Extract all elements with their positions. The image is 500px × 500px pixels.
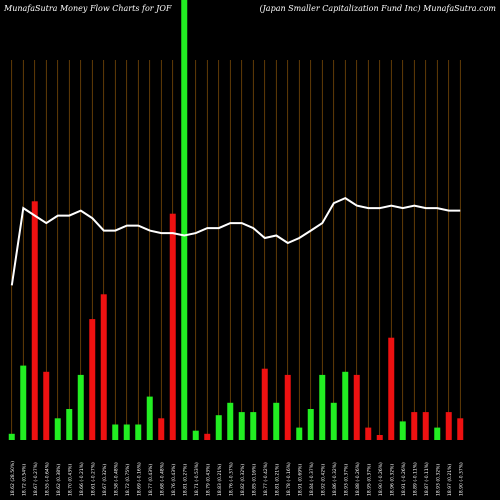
x-tick-label: 18.66 (-0.21%) (79, 462, 85, 496)
x-tick-label: 18.96 (0.32%) (389, 464, 395, 496)
money-flow-bar (388, 337, 395, 440)
x-tick-labels: 18.62 (28.50%) 18.72 (0.54%) 18.67 (-0.27%… (10, 461, 465, 496)
money-flow-bar (112, 424, 119, 440)
x-tick-label: 18.97 (0.21%) (447, 464, 453, 496)
x-tick-label: 18.84 (-0.37%) (309, 462, 315, 496)
money-flow-bar (330, 402, 337, 440)
grid-lines (11, 60, 461, 440)
money-flow-bar (422, 412, 429, 440)
money-flow-bar (376, 435, 383, 440)
money-flow-bar (158, 418, 165, 440)
x-tick-label: 18.87 (-0.11%) (424, 462, 430, 496)
money-flow-bar (192, 430, 199, 440)
x-tick-label: 18.55 (-0.64%) (44, 462, 50, 496)
x-tick-label: 18.78 (-0.16%) (286, 462, 292, 496)
x-tick-label: 18.81 (0.21%) (274, 464, 280, 496)
money-flow-bar (434, 427, 441, 440)
x-tick-label: 18.76 (0.43%) (171, 464, 177, 496)
money-flow-bar (273, 402, 280, 440)
x-tick-label: 18.77 (-0.42%) (263, 462, 269, 496)
x-tick-label: 18.58 (-0.48%) (113, 462, 119, 496)
x-tick-label: 18.70 (0.43%) (67, 464, 73, 496)
money-flow-bar (445, 412, 452, 440)
x-tick-label: 18.82 (0.32%) (240, 464, 246, 496)
money-flow-bar (8, 433, 15, 440)
price-line-layer (10, 196, 461, 286)
money-flow-bar (296, 427, 303, 440)
x-tick-label: 18.71 (-0.53%) (194, 462, 200, 496)
money-flow-bar (411, 412, 418, 440)
money-flow-bar (169, 213, 176, 440)
money-flow-bar (238, 412, 245, 440)
x-tick-label: 18.86 (-0.32%) (332, 462, 338, 496)
x-tick-label: 18.93 (0.37%) (343, 464, 349, 496)
money-flow-bar (353, 374, 360, 440)
x-tick-label: 18.88 (-0.26%) (355, 462, 361, 496)
x-tick-label: 18.90 (-0.37%) (458, 462, 464, 496)
x-tick-label: 18.91 (0.69%) (297, 464, 303, 496)
money-flow-bar (31, 201, 38, 440)
x-tick-label: 18.95 (0.37%) (366, 464, 372, 496)
money-flow-bar (77, 374, 84, 440)
x-tick-label: 18.72 (0.54%) (21, 464, 27, 496)
money-flow-bar (100, 294, 107, 440)
money-flow-bars (8, 0, 464, 440)
x-tick-label: 18.67 (-0.27%) (33, 462, 39, 496)
x-tick-label: 18.83 (0.21%) (217, 464, 223, 496)
money-flow-bar (261, 368, 268, 440)
money-flow-bar (43, 371, 50, 440)
money-flow-bar (204, 433, 211, 440)
money-flow-bar (54, 418, 61, 440)
x-tick-label: 18.68 (-0.48%) (159, 462, 165, 496)
chart-title-left: MunafaSutra Money Flow Charts for JOF (4, 4, 172, 13)
x-tick-label: 18.79 (0.43%) (205, 464, 211, 496)
money-flow-bar (307, 409, 314, 440)
x-tick-label: 18.89 (-0.11%) (412, 462, 418, 496)
money-flow-bar (215, 415, 222, 440)
x-tick-label: 18.81 (0.27%) (182, 464, 188, 496)
money-flow-bar (319, 374, 326, 440)
money-flow-bar (135, 424, 142, 440)
x-tick-label: 18.90 (-0.26%) (378, 462, 384, 496)
money-flow-bar (181, 0, 188, 440)
money-flow-bar (399, 421, 406, 440)
x-tick-label: 18.69 (-0.16%) (136, 462, 142, 496)
price-line (10, 196, 461, 286)
money-flow-bar (365, 427, 372, 440)
x-tick-label: 18.77 (0.43%) (148, 464, 154, 496)
x-tick-label: 18.61 (-0.27%) (90, 462, 96, 496)
money-flow-bar (89, 319, 96, 440)
money-flow-bar (20, 365, 27, 440)
x-tick-label: 18.92 (0.42%) (320, 464, 326, 496)
x-tick-label: 18.91 (-0.26%) (401, 462, 407, 496)
x-tick-label: 18.72 (0.75%) (125, 464, 131, 496)
money-flow-bar (66, 409, 73, 440)
money-flow-bar (123, 424, 130, 440)
x-tick-label: 18.67 (0.32%) (102, 464, 108, 496)
money-flow-bar (146, 396, 153, 440)
chart-title-right: (Japan Smaller Capitalization Fund Inc) … (259, 4, 496, 13)
x-tick-label: 18.62 (0.38%) (56, 464, 62, 496)
x-tick-label: 18.93 (0.32%) (435, 464, 441, 496)
x-tick-label: 18.76 (-0.37%) (228, 462, 234, 496)
money-flow-bar (342, 371, 349, 440)
money-flow-bar (227, 402, 234, 440)
x-tick-label: 18.85 (0.16%) (251, 464, 257, 496)
money-flow-bar (457, 418, 464, 440)
money-flow-bar (250, 412, 257, 440)
x-tick-label: 18.62 (28.50%) (10, 461, 16, 496)
money-flow-bar (284, 374, 291, 440)
